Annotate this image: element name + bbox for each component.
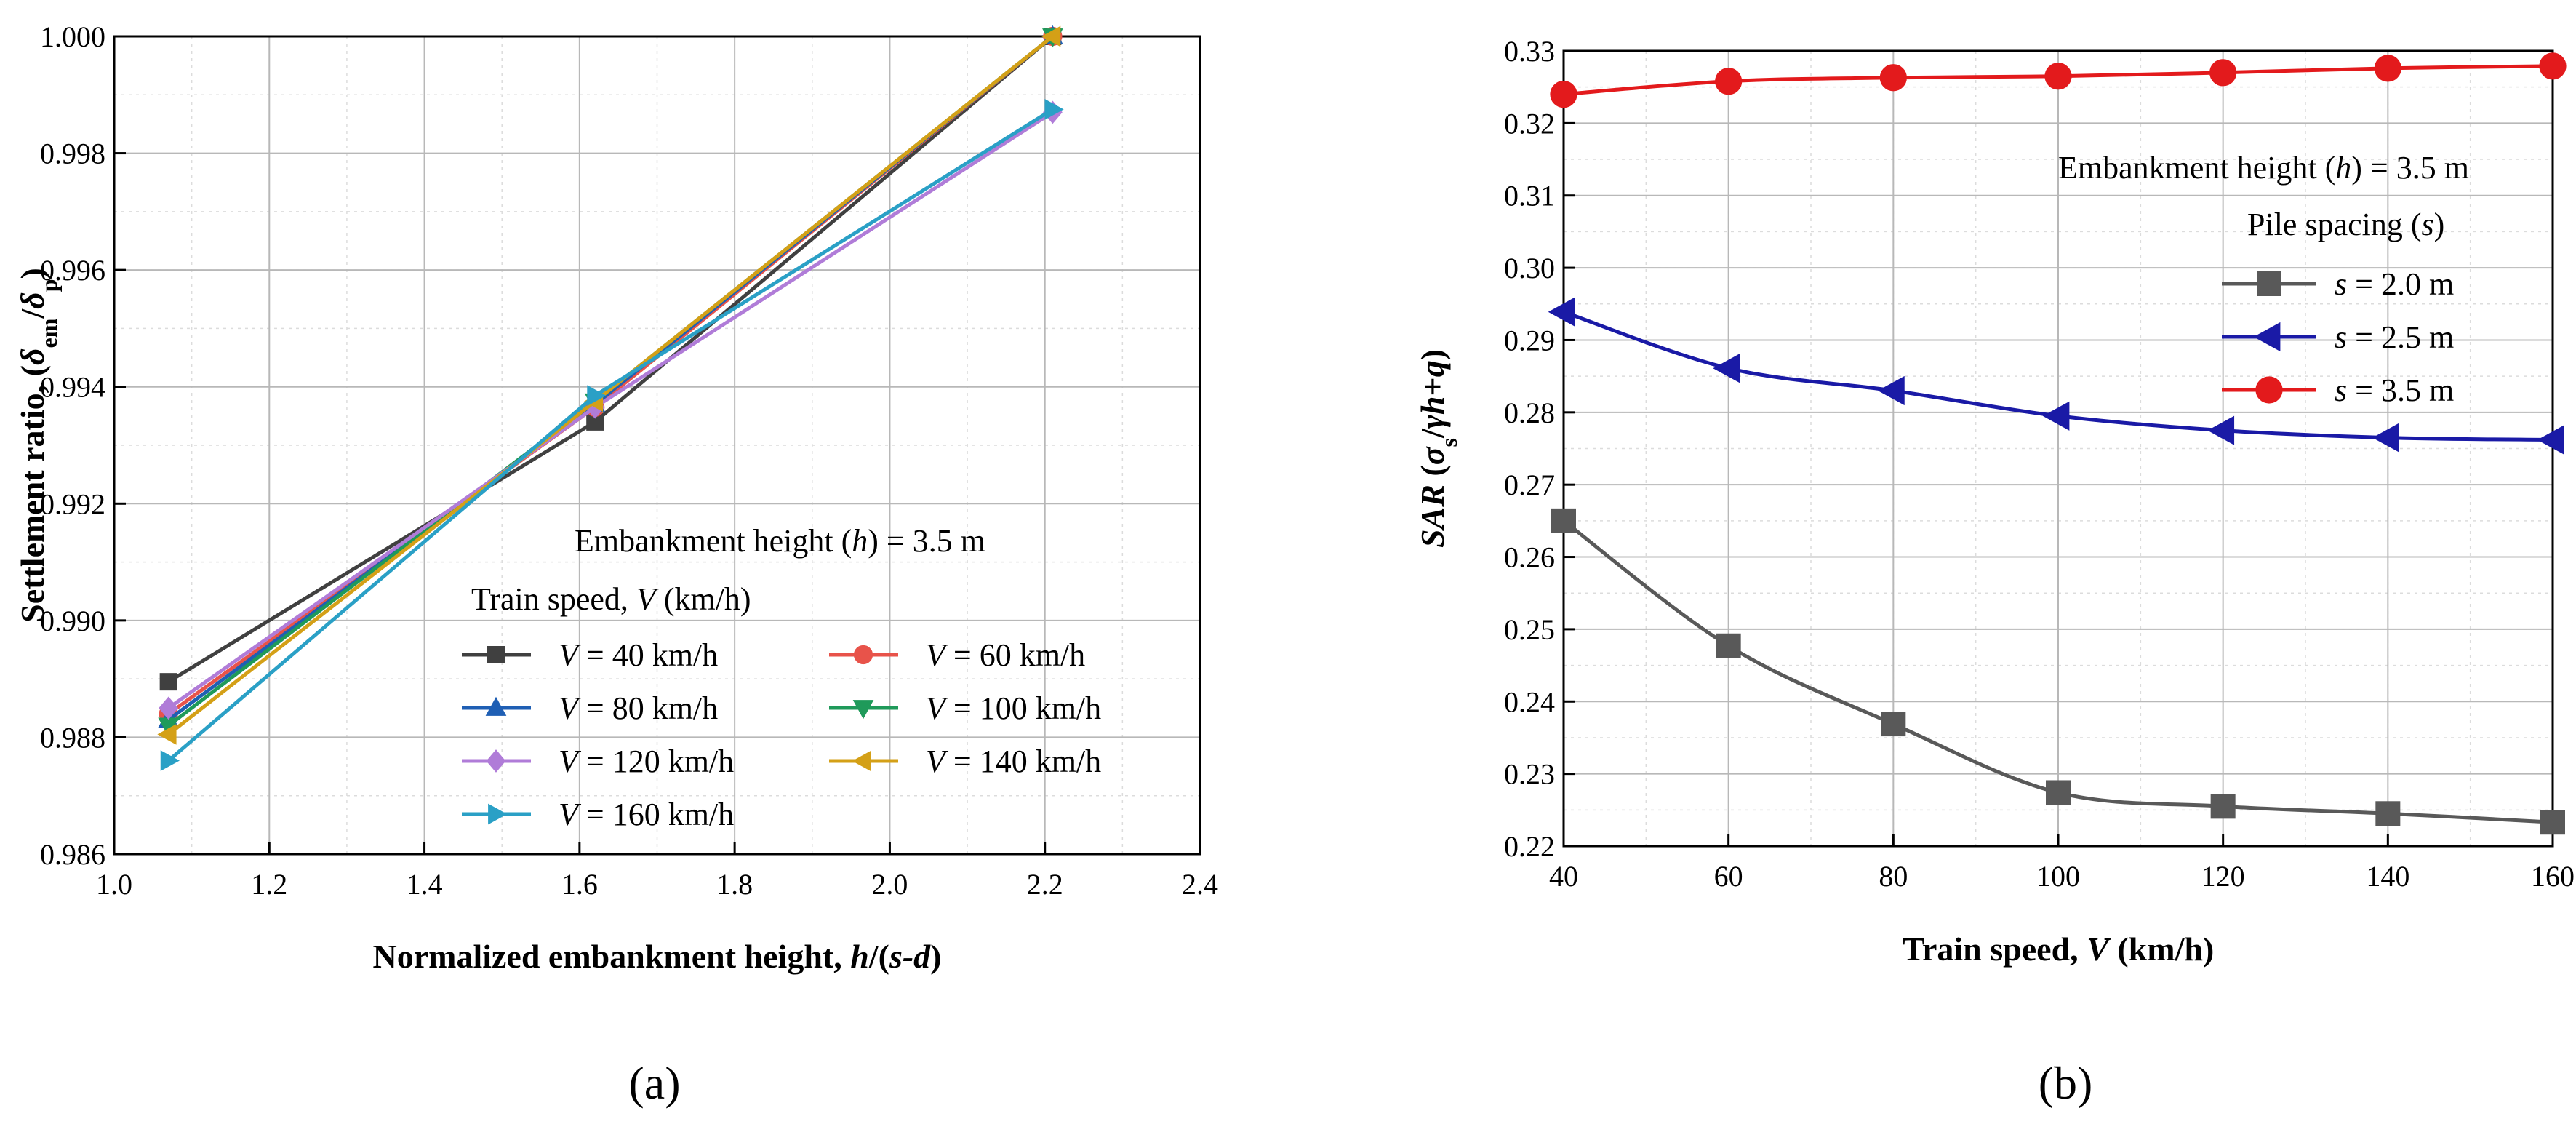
y-tick-label: 0.992 <box>40 487 105 520</box>
legend-label: V = 60 km/h <box>926 637 1085 673</box>
y-tick-label: 0.996 <box>40 254 105 287</box>
x-axis-label: Normalized embankment height, h/(s-d) <box>372 938 941 975</box>
data-point <box>2207 415 2235 445</box>
legend-title: Train speed, V (km/h) <box>471 581 751 617</box>
plot-frame <box>1562 49 2554 848</box>
data-point <box>2210 794 2236 819</box>
data-point <box>1041 25 1061 47</box>
legend-label: s = 2.5 m <box>2335 319 2454 355</box>
y-tick-label: 0.30 <box>1504 252 1555 284</box>
legend-marker <box>852 750 871 772</box>
legend-marker <box>2257 271 2281 296</box>
data-point <box>1878 375 1905 406</box>
legend-marker <box>853 645 873 665</box>
legend-marker <box>486 749 506 773</box>
y-tick-label: 0.27 <box>1504 469 1555 501</box>
data-point <box>1551 508 1576 533</box>
y-tick-label: 0.990 <box>40 605 105 637</box>
x-tick-label: 2.0 <box>871 868 908 901</box>
panel-label-a: (a) <box>628 1057 680 1109</box>
data-point <box>2044 63 2072 90</box>
x-tick-label: 140 <box>2366 860 2409 893</box>
legend-label: V = 120 km/h <box>559 744 734 779</box>
data-point <box>1715 68 1743 95</box>
y-axis-label: SAR (σs/γh+q) <box>1414 349 1462 548</box>
x-tick-label: 160 <box>2531 860 2575 893</box>
data-point <box>1550 81 1577 108</box>
data-point <box>2540 810 2565 835</box>
data-point <box>1713 354 1740 383</box>
x-tick-label: 80 <box>1879 860 1908 893</box>
y-tick-label: 0.986 <box>40 838 105 871</box>
legend-marker <box>2253 322 2281 352</box>
legend-marker <box>488 803 508 825</box>
data-point <box>2209 59 2237 87</box>
annotation-text: Embankment height (h) = 3.5 m <box>575 523 985 559</box>
y-tick-label: 0.988 <box>40 721 105 754</box>
legend-label: s = 2.0 m <box>2335 266 2454 302</box>
legend-label: V = 80 km/h <box>559 690 718 726</box>
data-point <box>157 724 177 745</box>
annotation-text: Embankment height (h) = 3.5 m <box>2058 150 2469 186</box>
chart-panel-b: 40 60 80 100 120 140 160 0.22 0.23 0.24 0.25 0.26 0.… <box>1414 35 2575 1109</box>
y-tick-label: 0.998 <box>40 137 105 170</box>
y-axis-label: Settlement ratio, (δem/δp) <box>14 268 62 623</box>
x-tick-label: 2.4 <box>1182 868 1218 901</box>
data-point <box>587 385 607 407</box>
x-tick-label: 1.6 <box>561 868 598 901</box>
y-tick-label: 0.31 <box>1504 180 1555 212</box>
legend-label: s = 3.5 m <box>2335 372 2454 408</box>
y-tick-label: 0.28 <box>1504 396 1555 429</box>
legend-marker <box>487 646 505 663</box>
y-tick-label: 0.25 <box>1504 613 1555 646</box>
y-tick-label: 0.994 <box>40 371 105 404</box>
legend-title: Pile spacing (s) <box>2247 207 2444 242</box>
data-point <box>2046 780 2071 805</box>
x-axis-label: Train speed, V (km/h) <box>1903 930 2215 968</box>
x-tick-label: 100 <box>2036 860 2080 893</box>
y-tick-label: 0.24 <box>1504 685 1555 718</box>
y-tick-label: 0.29 <box>1504 324 1555 356</box>
data-point <box>1044 99 1064 120</box>
data-point <box>2539 52 2567 80</box>
y-tick-label: 1.000 <box>40 20 105 53</box>
legend-label: V = 160 km/h <box>559 797 734 832</box>
data-point <box>2375 801 2401 826</box>
x-tick-label: 1.4 <box>407 868 443 901</box>
data-point <box>159 673 177 691</box>
legend-label: V = 40 km/h <box>559 637 718 673</box>
x-tick-label: 1.0 <box>96 868 132 901</box>
y-tick-label: 0.33 <box>1504 35 1555 68</box>
data-point <box>1548 297 1575 327</box>
y-tick-label: 0.23 <box>1504 758 1555 791</box>
chart-panel-a: 1.0 1.2 1.4 1.6 1.8 2.0 2.2 2.4 0.986 0.988 0.990 0… <box>14 20 1218 1109</box>
data-point <box>2042 401 2070 431</box>
y-tick-label: 0.26 <box>1504 541 1555 574</box>
data-point <box>1881 712 1906 737</box>
data-point <box>2372 423 2399 453</box>
data-point <box>1879 64 1907 92</box>
legend-marker <box>485 696 507 716</box>
x-tick-label: 60 <box>1714 860 1743 893</box>
x-tick-label: 1.2 <box>251 868 287 901</box>
panel-label-b: (b) <box>2039 1057 2093 1109</box>
plot-frame <box>113 35 1201 856</box>
data-point <box>2537 425 2564 455</box>
legend-marker <box>2255 376 2283 404</box>
y-tick-label: 0.22 <box>1504 830 1555 863</box>
data-point <box>160 750 180 771</box>
x-tick-label: 40 <box>1549 860 1578 893</box>
data-point <box>1716 633 1741 658</box>
x-tick-label: 120 <box>2201 860 2245 893</box>
data-point <box>2374 55 2401 82</box>
x-tick-label: 2.2 <box>1027 868 1063 901</box>
y-tick-label: 0.32 <box>1504 107 1555 140</box>
legend-marker <box>852 700 874 720</box>
legend-label: V = 100 km/h <box>926 690 1101 726</box>
x-tick-label: 1.8 <box>716 868 753 901</box>
legend-label: V = 140 km/h <box>926 744 1101 779</box>
data-point <box>159 696 179 720</box>
